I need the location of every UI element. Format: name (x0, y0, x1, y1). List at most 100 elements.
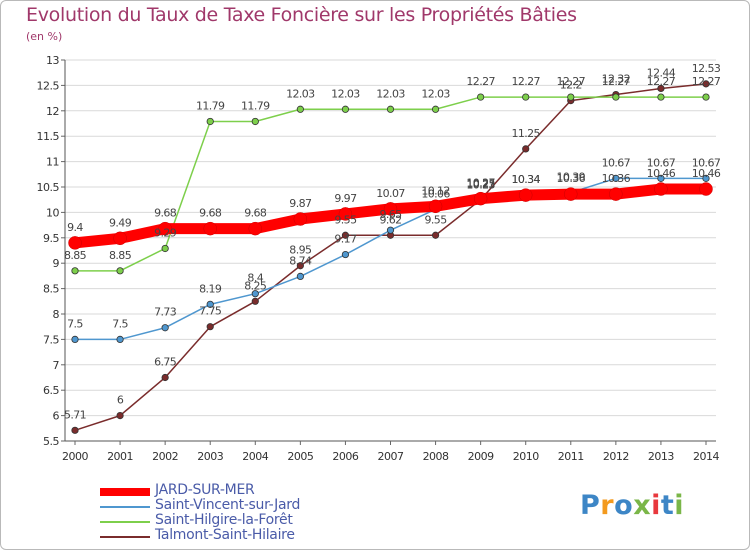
x-tick-label: 2002 (152, 450, 178, 463)
y-tick-label: 11 (46, 156, 59, 169)
data-label-3: 12.32 (602, 73, 631, 86)
series-point-2 (251, 117, 259, 126)
data-label-2: 12.27 (602, 75, 631, 88)
x-tick-label: 2000 (62, 450, 88, 463)
data-label-2: 11.79 (196, 99, 225, 112)
series-point-1 (702, 174, 710, 182)
series-point-3 (161, 373, 169, 382)
legend-swatch-saint-hilgire-la-foret (100, 521, 150, 523)
data-label-0: 10.46 (647, 167, 676, 180)
series-point-3 (251, 297, 259, 305)
x-tick-label: 2013 (648, 450, 674, 463)
series-point-2 (567, 93, 575, 101)
x-tick-label: 2010 (513, 450, 539, 463)
series-point-3 (296, 262, 304, 270)
chart-subtitle: (en %) (26, 30, 63, 43)
data-label-3: 5.71 (64, 408, 86, 421)
series-point-2 (71, 267, 79, 275)
series-point-0 (158, 221, 172, 236)
data-label-2: 12.27 (466, 75, 495, 88)
x-tick-label: 2008 (423, 450, 449, 463)
data-label-1: 10.39 (557, 171, 586, 184)
data-label-0: 9.49 (109, 216, 132, 229)
x-tick-label: 2005 (287, 450, 313, 463)
series-point-2 (116, 267, 124, 275)
data-label-3: 11.25 (511, 127, 540, 140)
data-label-0: 9.87 (289, 197, 312, 210)
data-label-3: 8.25 (244, 279, 267, 292)
series-point-2 (431, 105, 440, 113)
series-point-1 (116, 335, 124, 343)
data-label-3: 7.75 (199, 305, 222, 318)
proxiti-logo: Proxiti (580, 490, 684, 521)
y-tick-label: 8.5 (43, 283, 59, 296)
series-point-2 (657, 93, 665, 101)
data-label-3: 9.55 (334, 213, 357, 226)
data-label-1: 10.67 (692, 156, 721, 169)
x-tick-label: 2009 (468, 450, 494, 463)
legend-label-talmont-saint-hilaire: Talmont-Saint-Hilaire (155, 527, 295, 543)
series-point-0 (473, 191, 488, 206)
data-label-1: 10.23 (466, 179, 495, 192)
data-label-1: 8.74 (289, 254, 312, 267)
y-tick-label: 5.5 (43, 435, 59, 448)
series-point-0 (518, 188, 533, 202)
data-label-2: 8.85 (109, 249, 132, 262)
series-point-0 (383, 202, 398, 216)
logo-letter: r (600, 490, 615, 521)
data-label-2: 12.27 (692, 75, 721, 88)
x-tick-label: 2003 (197, 450, 223, 463)
x-tick-label: 2001 (107, 450, 133, 463)
series-point-1 (386, 226, 395, 234)
logo-letter: i (674, 490, 685, 521)
data-label-2: 12.03 (331, 87, 360, 100)
series-point-0 (699, 182, 713, 196)
series-point-0 (203, 221, 217, 236)
y-tick-label: 9 (53, 257, 60, 270)
data-label-1: 10.67 (647, 156, 676, 169)
series-point-2 (522, 93, 530, 101)
series-point-1 (657, 174, 665, 182)
y-tick-label: 8 (53, 308, 60, 321)
series-point-0 (248, 221, 263, 236)
y-tick-label: 9.5 (43, 232, 59, 245)
data-label-0: 10.07 (376, 187, 405, 200)
series-point-0 (293, 212, 308, 226)
data-label-3: 12.2 (560, 79, 582, 92)
series-point-3 (522, 145, 530, 153)
data-label-1: 10.34 (511, 173, 540, 186)
y-tick-label: 6.5 (43, 384, 59, 397)
y-tick-label: 10.5 (37, 181, 60, 194)
data-label-3: 12.53 (692, 62, 721, 75)
series-point-0 (428, 199, 443, 214)
data-label-2: 11.79 (241, 99, 270, 112)
data-label-1: 7.5 (112, 317, 128, 330)
logo-letter: P (580, 490, 601, 521)
chart-title: Evolution du Taux de Taxe Foncière sur l… (26, 4, 577, 26)
series-point-3 (431, 231, 440, 239)
data-label-0: 9.97 (334, 192, 357, 205)
series-point-3 (702, 80, 710, 88)
series-point-2 (702, 93, 710, 101)
data-label-1: 9.65 (379, 208, 402, 221)
data-label-3: 10.25 (466, 178, 495, 191)
series-point-1 (206, 300, 214, 308)
data-label-0: 9.68 (154, 207, 177, 220)
logo-letter: o (614, 490, 634, 521)
data-label-2: 12.27 (557, 75, 586, 88)
series-point-3 (657, 84, 665, 93)
y-tick-label: 11.5 (37, 130, 60, 143)
data-label-2: 12.03 (286, 87, 315, 100)
data-label-1: 8.4 (247, 272, 263, 285)
series-point-2 (477, 93, 485, 101)
data-label-2: 12.03 (421, 87, 450, 100)
data-label-1: 8.19 (199, 282, 222, 295)
series-point-0 (68, 236, 82, 250)
y-tick-label: 6 (53, 410, 60, 423)
data-label-1: 7.5 (67, 317, 83, 330)
logo-letter: i (651, 490, 661, 521)
data-label-3: 9.62 (379, 213, 401, 226)
logo-letter: t (660, 490, 675, 521)
